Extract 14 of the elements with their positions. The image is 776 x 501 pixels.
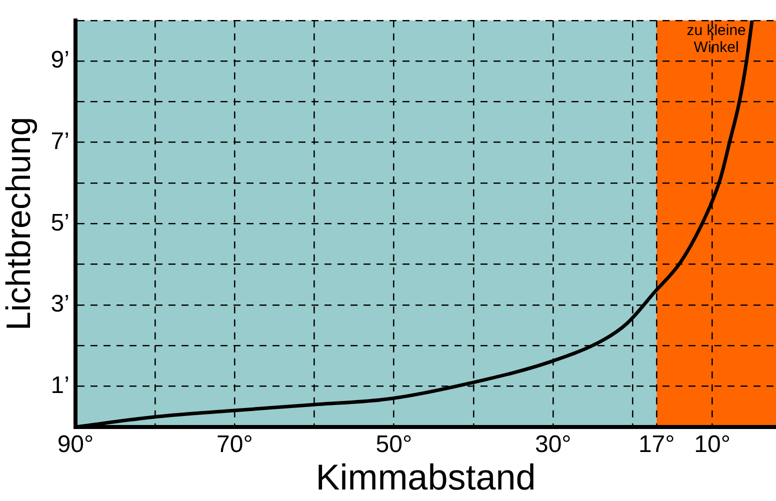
band-label: zu kleine Winkel	[686, 22, 746, 56]
y-tick-label: 5’	[50, 209, 70, 236]
y-tick-label: 9’	[50, 46, 70, 74]
x-tick-label: 30°	[534, 431, 572, 458]
x-tick-label: 17°	[638, 431, 675, 458]
y-tick-label: 1’	[50, 372, 70, 399]
x-tick-label: 90°	[57, 431, 94, 458]
y-axis-title: Lichtbrechung	[0, 116, 38, 331]
x-tick-label: 50°	[376, 431, 412, 458]
x-tick-label: 70°	[216, 431, 253, 458]
y-tick-label: 3’	[50, 290, 70, 318]
y-tick-label: 7’	[50, 128, 70, 156]
x-tick-label: 10°	[694, 431, 730, 458]
x-axis-title: Kimmabstand	[316, 456, 536, 498]
